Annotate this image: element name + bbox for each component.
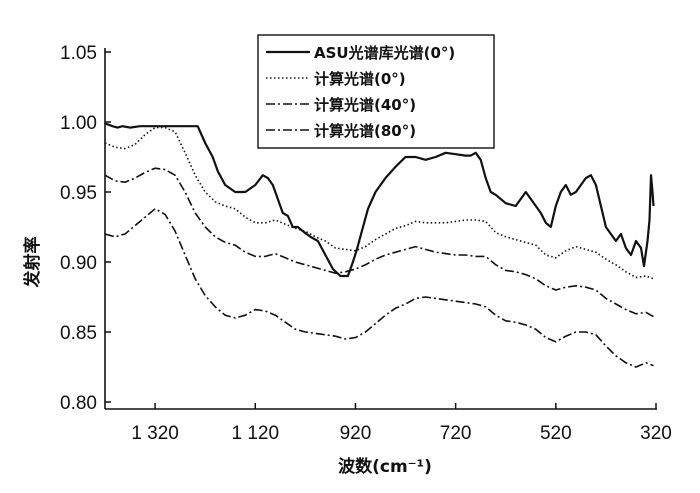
x-tick-label: 920	[340, 423, 372, 444]
x-tick-label: 1 120	[231, 423, 279, 444]
y-axis-ticks: 0.80 0.85 0.90 0.95 1.00 1.05	[60, 43, 111, 414]
y-tick-label: 0.95	[60, 183, 97, 204]
x-axis-title: 波数(cm⁻¹)	[338, 456, 432, 477]
legend-label: 计算光谱(0°)	[314, 70, 406, 88]
legend: ASU光谱库光谱(0°) 计算光谱(0°) 计算光谱(40°) 计算光谱(80°)	[257, 34, 495, 149]
x-tick-label: 720	[440, 423, 472, 444]
x-tick-label: 320	[640, 423, 672, 444]
series-line-1	[104, 122, 655, 278]
y-tick-label: 0.80	[60, 393, 97, 414]
legend-label: 计算光谱(40°)	[314, 96, 416, 114]
legend-box	[257, 34, 495, 149]
series-line-3	[104, 167, 654, 318]
x-tick-label: 520	[540, 423, 572, 444]
y-tick-label: 1.05	[60, 43, 97, 64]
plot-frame	[104, 48, 657, 410]
series-line-4	[104, 208, 654, 368]
y-axis-title: 发射率	[22, 237, 43, 289]
legend-label: 计算光谱(80°)	[314, 122, 416, 140]
y-tick-label: 1.00	[60, 113, 97, 134]
series-lines	[104, 122, 655, 368]
y-tick-label: 0.85	[60, 323, 97, 344]
y-tick-label: 0.90	[60, 253, 97, 274]
series-line-2	[104, 126, 654, 280]
legend-label: ASU光谱库光谱(0°)	[314, 44, 455, 62]
x-tick-label: 1 320	[131, 423, 179, 444]
x-axis-ticks: 1 320 1 120 920 720 520 320	[131, 403, 672, 444]
